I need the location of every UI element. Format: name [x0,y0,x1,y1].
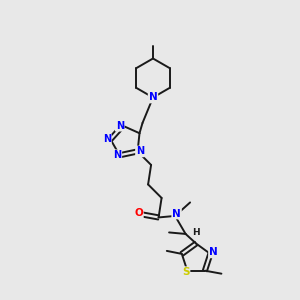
Text: N: N [209,248,218,257]
Text: S: S [182,267,190,277]
Text: H: H [192,228,200,237]
Text: O: O [134,208,143,218]
Text: N: N [103,134,111,144]
Text: N: N [148,92,158,103]
Text: N: N [113,150,121,160]
Text: N: N [136,146,144,156]
Text: N: N [172,208,181,218]
Text: N: N [116,121,124,131]
